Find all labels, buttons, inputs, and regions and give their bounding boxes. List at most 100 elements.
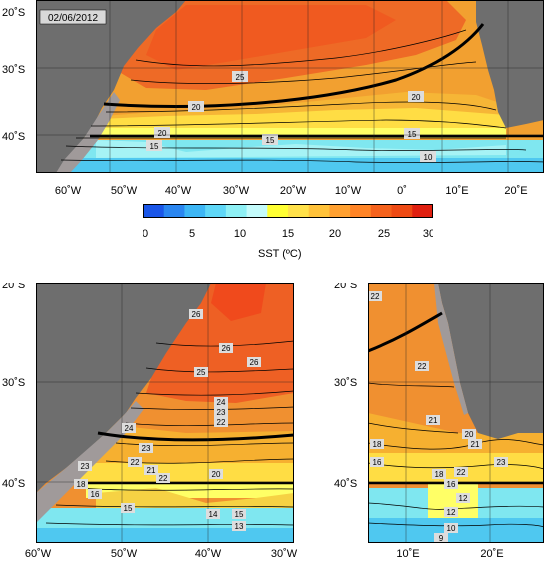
contour-label: 21 [429, 416, 438, 425]
contour-label: 15 [235, 510, 244, 519]
colorbar-tick: 30 [423, 228, 433, 240]
bottom-right-sst-map: 22 22 21 20 21 18 16 22 23 18 16 12 10 [368, 283, 544, 543]
contour-label: 15 [124, 504, 133, 513]
lat-label: 20˚S [2, 283, 25, 291]
contour-label: 16 [91, 490, 100, 499]
lon-label: 30˚W [271, 548, 298, 560]
lat-label: 30˚S [2, 377, 25, 389]
lon-label: 50˚W [111, 185, 138, 197]
colorbar-cell [288, 204, 310, 218]
lat-label: 20˚S [2, 7, 25, 19]
date-stamp-box [39, 9, 107, 25]
lon-label: 10˚W [335, 185, 362, 197]
colorbar-cell [184, 204, 206, 218]
colorbar-cell [308, 204, 330, 218]
lon-label: 60˚W [55, 185, 82, 197]
date-stamp: 02/06/2012 [48, 13, 98, 24]
colorbar-cell [370, 204, 393, 218]
contour-label: 20 [412, 93, 421, 102]
lon-label: 10˚E [396, 548, 419, 560]
lat-label: 30˚S [2, 64, 25, 76]
warm-core-inner [146, 5, 396, 70]
bottom-left-sst-map: 26 26 26 25 24 23 22 23 22 21 24 23 22 [36, 283, 294, 543]
lon-label: 40˚W [195, 548, 222, 560]
contour-label: 23 [81, 462, 90, 471]
contour-label: 9 [439, 534, 444, 543]
colorbar-tick: 20 [329, 228, 341, 240]
colorbar-cell [205, 204, 227, 218]
top-sst-map: 25 20 20 20 15 15 15 10 [36, 0, 544, 173]
contour-label: 18 [435, 470, 444, 479]
colorbar-tick: 0 [143, 228, 148, 240]
contour-label: 15 [408, 130, 417, 139]
lat-label: 40˚S [2, 478, 25, 490]
contour-label: 20 [465, 430, 474, 439]
colorbar-tick: 5 [189, 228, 195, 240]
contour-label: 12 [447, 508, 456, 517]
contour-label: 23 [142, 444, 151, 453]
contour-label: 18 [373, 440, 382, 449]
contour-label: 21 [471, 440, 480, 449]
bottom-left-axis-labels: 20˚S 30˚S 40˚S 60˚W 50˚W 40˚W 30˚W [2, 283, 298, 560]
contour-label: 22 [418, 362, 427, 371]
lon-label: 60˚W [25, 548, 52, 560]
colorbar-title: SST (ºC) [258, 248, 302, 260]
contour-label: 23 [217, 408, 226, 417]
lon-label: 20˚W [280, 185, 307, 197]
lat-label: 30˚S [334, 377, 357, 389]
contour-label: 21 [147, 466, 156, 475]
contour-label: 16 [373, 458, 382, 467]
top-axis-labels: 20˚S 30˚S 40˚S 60˚W 50˚W 40˚W 30˚W 20˚W … [2, 7, 528, 197]
cold-patch [96, 140, 506, 158]
lon-label: 10˚E [445, 185, 468, 197]
lon-label: 30˚W [223, 185, 250, 197]
contour-label: 10 [424, 153, 433, 162]
sst-colorbar: 0 5 10 15 20 25 30 [143, 204, 433, 240]
lat-label: 40˚S [334, 478, 357, 490]
contour-label: 22 [217, 418, 226, 427]
lat-label: 20˚S [334, 283, 357, 291]
contour-label: 15 [150, 142, 159, 151]
colorbar-tick: 10 [234, 228, 246, 240]
colorbar-cell [225, 204, 248, 218]
colorbar-cell [163, 204, 185, 218]
contour-label: 15 [266, 136, 275, 145]
contour-label: 14 [209, 510, 218, 519]
colorbar-cell [391, 204, 413, 218]
africa-land [476, 0, 544, 128]
contour-label: 10 [447, 524, 456, 533]
colorbar-cell [267, 204, 289, 218]
contour-label: 24 [125, 424, 134, 433]
lon-label: 20˚E [480, 548, 503, 560]
colorbar-cell [329, 204, 351, 218]
contour-label: 22 [131, 458, 140, 467]
contour-label: 20 [158, 129, 167, 138]
bottom-right-axis-labels: 20˚S 30˚S 40˚S 10˚E 20˚E [334, 283, 504, 560]
contour-label: 22 [371, 292, 380, 301]
colorbar-tick: 25 [378, 228, 390, 240]
south-america-land [36, 0, 186, 173]
contour-label: 23 [497, 458, 506, 467]
lon-label: 50˚W [111, 548, 138, 560]
colorbar-tick: 15 [282, 228, 294, 240]
contour-label: 18 [77, 480, 86, 489]
contour-label: 12 [459, 494, 468, 503]
lon-label: 0˚ [397, 185, 407, 197]
lon-label: 40˚W [165, 185, 192, 197]
lat-label: 40˚S [2, 131, 25, 143]
colorbar-cell [143, 204, 165, 218]
contour-label: 25 [236, 73, 245, 82]
contour-label: 24 [217, 398, 226, 407]
contour-label: 26 [222, 344, 231, 353]
contour-label: 13 [235, 522, 244, 531]
contour-label: 20 [192, 103, 201, 112]
contour-label: 22 [457, 468, 466, 477]
colorbar-cell [246, 204, 268, 218]
contour-label: 16 [447, 480, 456, 489]
contour-label: 22 [159, 474, 168, 483]
contour-label: 25 [197, 368, 206, 377]
shelf-area [56, 92, 120, 173]
contour-label: 26 [192, 310, 201, 319]
colorbar-cell [350, 204, 372, 218]
contour-label: 20 [212, 470, 221, 479]
